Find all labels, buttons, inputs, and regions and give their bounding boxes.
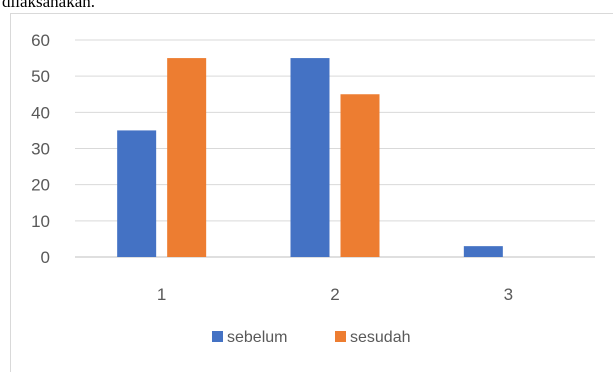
y-tick-label: 20 bbox=[31, 176, 50, 195]
legend-label-sesudah: sesudah bbox=[350, 329, 411, 346]
y-tick-label: 10 bbox=[31, 212, 50, 231]
bars bbox=[117, 58, 503, 258]
x-axis-tick-labels: 1 2 3 bbox=[157, 285, 513, 304]
bar-sebelum-2 bbox=[290, 58, 330, 258]
bar-sebelum-3 bbox=[463, 246, 503, 257]
bar-sebelum-1 bbox=[117, 130, 157, 257]
bar-sesudah-1 bbox=[167, 58, 207, 258]
caption-text: dilaksanakan. bbox=[2, 0, 95, 11]
y-tick-label: 60 bbox=[31, 31, 50, 50]
gridlines bbox=[75, 39, 595, 258]
y-tick-label: 0 bbox=[41, 248, 50, 267]
legend: sebelum sesudah bbox=[212, 329, 411, 346]
legend-swatch-sebelum bbox=[212, 331, 223, 342]
legend-swatch-sesudah bbox=[335, 331, 346, 342]
x-tick-label: 3 bbox=[504, 285, 513, 304]
x-tick-label: 2 bbox=[330, 285, 339, 304]
legend-label-sebelum: sebelum bbox=[227, 329, 287, 346]
y-tick-label: 40 bbox=[31, 103, 50, 122]
y-axis-tick-labels: 0 10 20 30 40 50 60 bbox=[31, 31, 50, 267]
chart-area bbox=[10, 13, 613, 372]
x-tick-label: 1 bbox=[157, 285, 166, 304]
y-tick-label: 50 bbox=[31, 67, 50, 86]
bar-sesudah-2 bbox=[340, 94, 380, 257]
y-tick-label: 30 bbox=[31, 140, 50, 159]
